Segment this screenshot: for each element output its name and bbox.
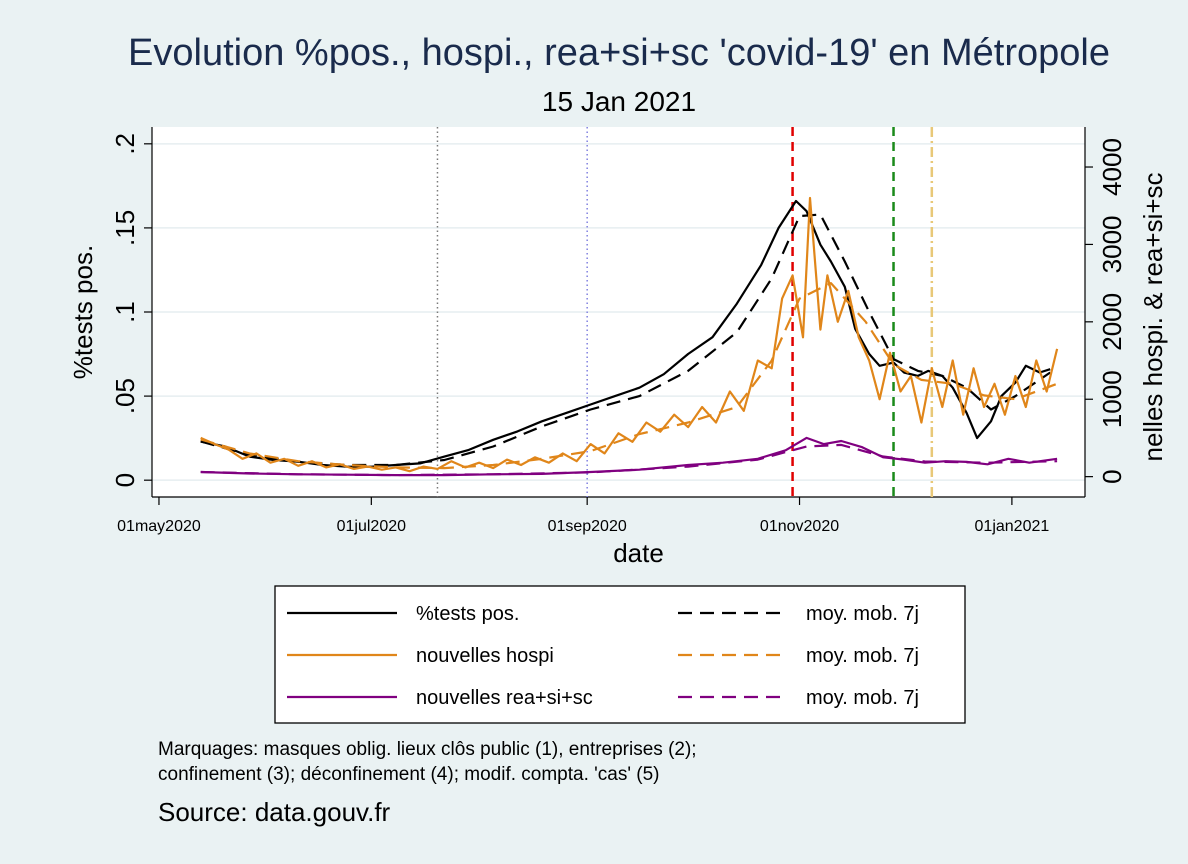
legend-label: nouvelles rea+si+sc xyxy=(416,687,593,709)
y-right-tick-label: 2000 xyxy=(1097,293,1127,351)
y-right-tick-label: 3000 xyxy=(1097,216,1127,274)
legend-label: nouvelles hospi xyxy=(416,645,554,667)
y-right-tick-label: 1000 xyxy=(1097,370,1127,428)
y-right-tick-label: 4000 xyxy=(1097,138,1127,196)
y-right-axis-title: nelles hospi. & rea+si+sc xyxy=(1138,172,1168,461)
chart-subtitle: 15 Jan 2021 xyxy=(541,86,697,117)
legend-label: moy. mob. 7j xyxy=(806,603,919,625)
y-left-tick-label: .2 xyxy=(110,133,140,155)
x-tick-label: 01sep2020 xyxy=(548,518,627,535)
y-left-tick-label: 0 xyxy=(110,473,140,487)
y-left-tick-label: .1 xyxy=(110,301,140,323)
legend-label: %tests pos. xyxy=(416,603,519,625)
y-left-tick-label: .05 xyxy=(110,378,140,414)
y-left-axis-title: %tests pos. xyxy=(68,245,98,379)
note-line-1: Marquages: masques oblig. lieux clôs pub… xyxy=(158,739,697,760)
x-tick-label: 01nov2020 xyxy=(760,518,839,535)
x-tick-label: 01may2020 xyxy=(117,518,201,535)
series-moving-average-line xyxy=(200,213,1051,467)
series-line xyxy=(200,196,1059,473)
note-line-2: confinement (3); déconfinement (4); modi… xyxy=(158,764,660,785)
series-moving-average-line xyxy=(200,443,1058,477)
y-right-tick-label: 0 xyxy=(1097,469,1127,483)
legend-label: moy. mob. 7j xyxy=(806,645,919,667)
chart-title: Evolution %pos., hospi., rea+si+sc 'covi… xyxy=(128,32,1110,74)
source-text: Source: data.gouv.fr xyxy=(158,797,391,827)
x-tick-label: 01jan2021 xyxy=(975,518,1050,535)
series-moving-average-line xyxy=(200,282,1058,470)
legend-label: moy. mob. 7j xyxy=(806,687,919,709)
y-left-tick-label: .15 xyxy=(110,210,140,246)
x-axis-title: date xyxy=(613,538,664,568)
x-tick-label: 01jul2020 xyxy=(337,518,407,535)
